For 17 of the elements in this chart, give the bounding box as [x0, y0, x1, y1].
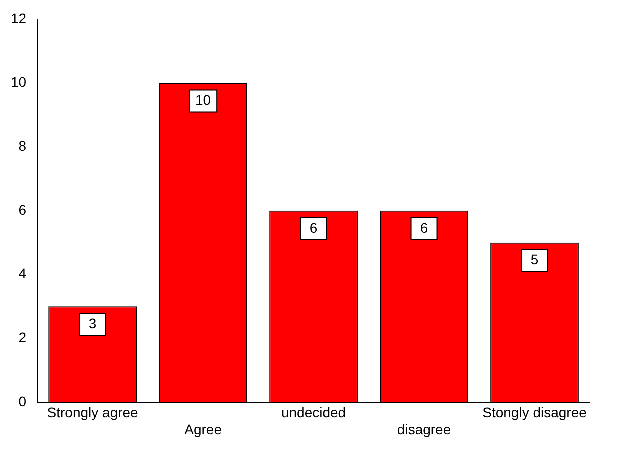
y-tick-label: 8 — [18, 138, 27, 154]
x-tick-label: undecided — [281, 404, 346, 421]
data-label: 6 — [420, 220, 428, 236]
y-tick-label: 10 — [10, 74, 27, 90]
y-tick-label: 0 — [18, 393, 27, 410]
y-tick-label: 6 — [18, 202, 27, 218]
y-tick-label: 2 — [18, 329, 27, 346]
x-tick-label: disagree — [397, 421, 452, 438]
data-label: 5 — [530, 252, 539, 268]
data-label: 6 — [310, 220, 318, 236]
x-tick-label: Strongly agree — [47, 404, 139, 421]
data-label: 10 — [196, 92, 212, 108]
y-tick-label: 4 — [18, 266, 27, 282]
x-tick-label: Agree — [184, 421, 222, 438]
data-label: 3 — [88, 316, 97, 332]
x-tick-label: Stongly disagree — [482, 404, 588, 421]
y-tick-label: 12 — [10, 10, 27, 26]
